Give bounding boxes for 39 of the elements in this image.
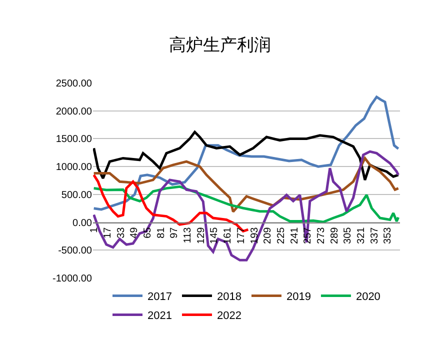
y-tick-label: 1000.00 [56,162,92,174]
x-tick-label: 145 [209,226,220,244]
x-tick-label: 113 [182,226,194,244]
x-tick-label: 209 [262,226,274,244]
y-tick-label: 500.00 [61,190,92,201]
chart-title: 高炉生产利润 [169,35,271,54]
x-tick-label: 129 [196,226,207,244]
x-tick-label: 65 [142,226,154,238]
x-tick-label: 257 [302,226,314,244]
x-tick-label: 321 [356,226,368,244]
x-tick-label: 49 [129,226,140,238]
y-tick-label: 1500.00 [56,134,92,146]
x-tick-label: 1 [89,226,100,233]
x-tick-label: 305 [342,226,354,244]
x-tick-label: 337 [369,226,380,244]
x-tick-label: 353 [382,226,394,244]
x-tick-label: 289 [329,226,340,244]
y-tick-label: -500.00 [58,246,92,257]
x-tick-label: 17 [102,226,114,238]
legend-label: 2021 [148,310,172,322]
x-tick-label: 97 [169,226,180,238]
x-tick-label: 81 [156,226,167,238]
y-tick-label: 2000.00 [56,106,92,118]
legend-label: 2018 [216,291,242,304]
x-tick-label: 225 [276,226,287,244]
line-series [93,130,400,182]
x-tick-label: 193 [249,226,260,244]
legend-label: 2019 [286,291,311,304]
x-tick-label: 241 [289,226,300,244]
x-tick-label: 273 [316,226,327,244]
legend-label: 2020 [356,291,380,304]
legend-label: 2017 [148,291,172,304]
x-tick-label: 161 [222,226,234,244]
x-tick-label: 33 [116,226,127,238]
x-tick-label: 177 [236,226,247,244]
y-tick-label: 2500.00 [56,78,92,90]
legend-label: 2022 [216,310,242,322]
y-tick-label: -1000.00 [52,274,92,284]
y-tick-label: 0.00 [72,218,92,229]
